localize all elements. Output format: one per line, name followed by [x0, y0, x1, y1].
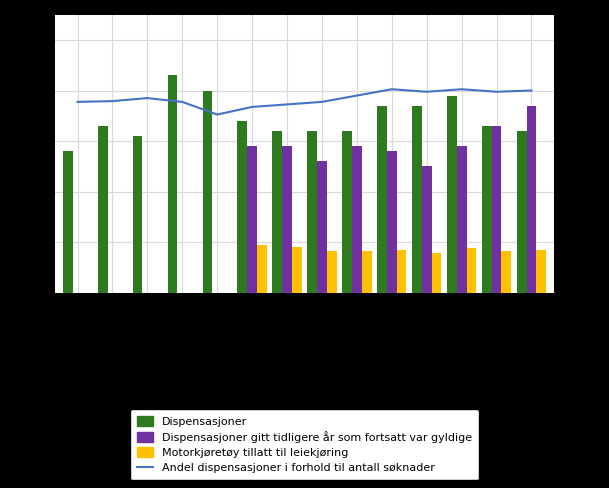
- Bar: [133, 136, 143, 293]
- Bar: [63, 151, 72, 293]
- Legend: Dispensasjoner, Dispensasjoner gitt tidligere år som fortsatt var gyldige, Motor: Dispensasjoner, Dispensasjoner gitt tidl…: [130, 409, 479, 480]
- Bar: [537, 250, 546, 293]
- Bar: [517, 131, 527, 293]
- Bar: [317, 162, 327, 293]
- Bar: [167, 75, 177, 293]
- Bar: [238, 121, 247, 293]
- Bar: [482, 126, 491, 293]
- Bar: [501, 251, 511, 293]
- Bar: [352, 146, 362, 293]
- Bar: [396, 250, 406, 293]
- Bar: [308, 131, 317, 293]
- Bar: [422, 166, 432, 293]
- Bar: [457, 146, 466, 293]
- Bar: [327, 251, 337, 293]
- Bar: [247, 146, 257, 293]
- Bar: [432, 253, 442, 293]
- Bar: [412, 106, 422, 293]
- Bar: [377, 106, 387, 293]
- Bar: [362, 251, 371, 293]
- Bar: [466, 248, 476, 293]
- Bar: [98, 126, 108, 293]
- Bar: [491, 126, 501, 293]
- Bar: [282, 146, 292, 293]
- Bar: [292, 247, 301, 293]
- Bar: [447, 96, 457, 293]
- Bar: [257, 245, 267, 293]
- Bar: [272, 131, 282, 293]
- Bar: [387, 151, 396, 293]
- Bar: [342, 131, 352, 293]
- Bar: [203, 90, 213, 293]
- Bar: [527, 106, 537, 293]
